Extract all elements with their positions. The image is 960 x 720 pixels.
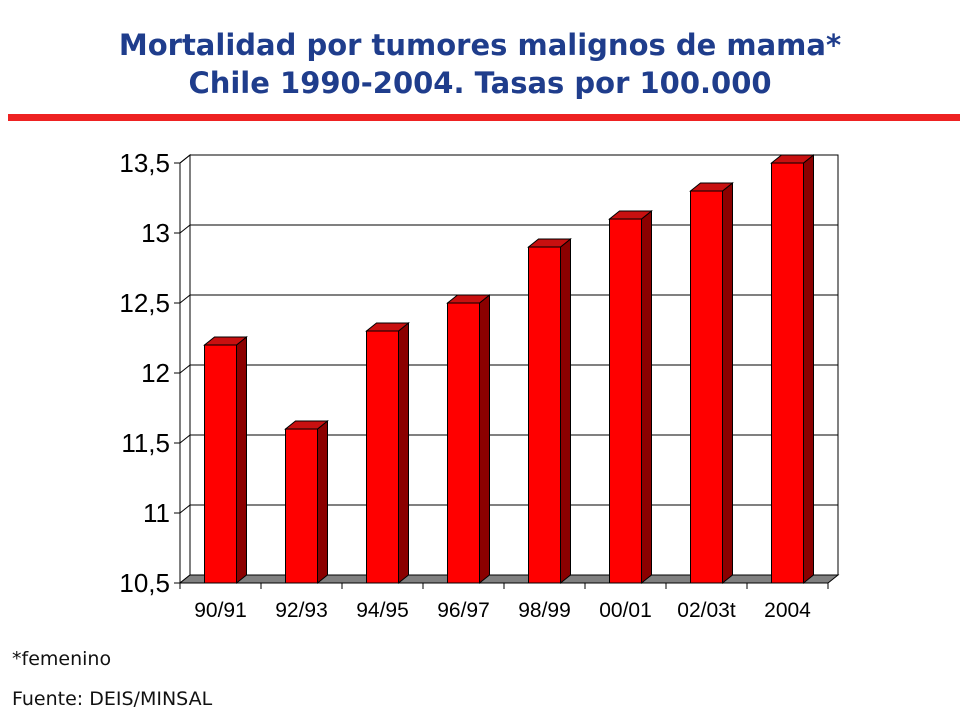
gridline-side bbox=[179, 224, 191, 234]
y-tick-label: 12,5 bbox=[119, 288, 170, 318]
gridline-side bbox=[179, 364, 191, 374]
x-tick-label: 96/97 bbox=[437, 599, 490, 622]
x-tick-label: 00/01 bbox=[599, 599, 652, 622]
bar-side bbox=[317, 419, 328, 585]
x-tick-label: 98/99 bbox=[518, 599, 571, 622]
title-line-2: Chile 1990-2004. Tasas por 100.000 bbox=[188, 66, 772, 100]
x-tick-label: 2004 bbox=[764, 599, 811, 622]
x-tick-label: 94/95 bbox=[356, 599, 409, 622]
footnote: *femenino bbox=[12, 648, 112, 670]
bar-side bbox=[236, 335, 247, 585]
bar-side bbox=[641, 209, 652, 585]
bar bbox=[528, 246, 561, 584]
plot-floor bbox=[178, 574, 840, 584]
x-tick-label: 92/93 bbox=[275, 599, 328, 622]
bar-side bbox=[722, 181, 733, 585]
gridline-side bbox=[179, 434, 191, 444]
bar bbox=[771, 162, 804, 584]
bar bbox=[366, 330, 399, 584]
y-tick-label: 13 bbox=[141, 218, 170, 248]
source-note: Fuente: DEIS/MINSAL bbox=[12, 688, 213, 710]
title-divider bbox=[8, 114, 960, 121]
y-tick-label: 11,5 bbox=[121, 428, 170, 458]
x-tick-label: 90/91 bbox=[194, 599, 247, 622]
chart-title: Mortalidad por tumores malignos de mama*… bbox=[0, 26, 960, 102]
gridline-side bbox=[179, 294, 191, 304]
y-tick-label: 11 bbox=[143, 498, 170, 528]
gridline-side bbox=[179, 154, 191, 164]
y-tick-label: 10,5 bbox=[119, 568, 170, 598]
x-tick-label: 02/03t bbox=[677, 599, 736, 622]
bar bbox=[204, 344, 237, 584]
bar bbox=[285, 428, 318, 584]
y-tick-label: 12 bbox=[141, 358, 170, 388]
bar-side bbox=[560, 237, 571, 585]
gridline-side bbox=[179, 504, 191, 514]
y-tick-label: 13,5 bbox=[119, 148, 170, 178]
bar bbox=[690, 190, 723, 584]
bar bbox=[609, 218, 642, 584]
bar-side bbox=[803, 153, 814, 585]
bar-side bbox=[479, 293, 490, 585]
bar-side bbox=[398, 321, 409, 585]
title-line-1: Mortalidad por tumores malignos de mama* bbox=[118, 28, 842, 62]
bar bbox=[447, 302, 480, 584]
